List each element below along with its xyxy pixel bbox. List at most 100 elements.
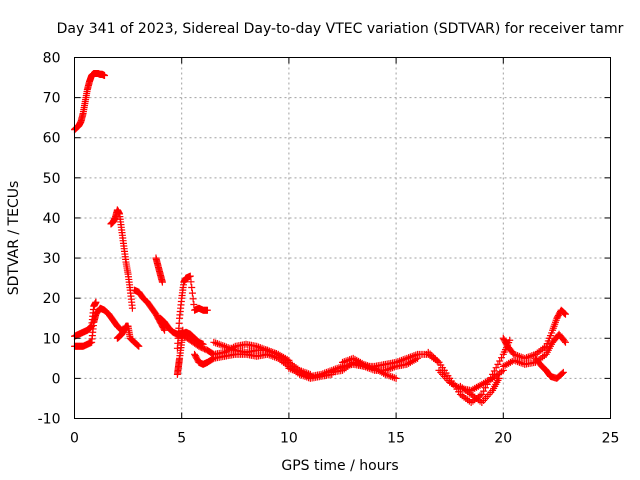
y-tick-label: 0	[52, 371, 61, 387]
data-point-interp	[183, 334, 191, 342]
data-point-interp	[480, 387, 488, 395]
data-point-interp	[201, 345, 209, 353]
x-tick-label: 0	[70, 431, 79, 447]
data-point-interp	[560, 309, 568, 317]
data-point-interp	[83, 88, 91, 96]
data-point-interp	[186, 272, 194, 280]
x-tick-label: 5	[177, 431, 186, 447]
data-point-interp	[390, 374, 398, 382]
data-point-interp	[444, 376, 452, 384]
data-point-interp	[187, 278, 195, 286]
data-point-interp	[175, 319, 183, 327]
data-point-interp	[496, 357, 504, 365]
data-point-interp	[548, 329, 556, 337]
y-tick-label: 40	[43, 211, 61, 227]
data-point-interp	[502, 340, 510, 348]
data-point-interp	[559, 308, 567, 316]
data-point-interp	[476, 397, 484, 405]
data-point-interp	[557, 370, 565, 378]
y-tick-label: 60	[43, 131, 61, 147]
data-point-interp	[560, 337, 568, 345]
data-point-interp	[133, 341, 141, 349]
y-tick-label: -10	[38, 412, 61, 428]
data-point-interp	[87, 339, 95, 347]
data-point-interp	[561, 310, 569, 318]
data-point-interp	[133, 340, 141, 348]
y-axis-label: SDTVAR / TECUs	[6, 181, 22, 296]
x-tick-label: 10	[280, 431, 298, 447]
data-point-interp	[358, 359, 366, 367]
y-tick-label: 70	[43, 91, 61, 107]
data-point-interp	[208, 349, 216, 357]
data-point-interp	[492, 364, 500, 372]
data-point-interp	[540, 344, 548, 352]
data-point-interp	[128, 301, 136, 309]
data-point-interp	[117, 223, 125, 231]
y-tick-label: 80	[43, 51, 61, 67]
data-point-interp	[315, 371, 323, 379]
data-point-interp	[380, 369, 388, 377]
data-point-interp	[158, 277, 166, 285]
data-point-interp	[494, 376, 502, 384]
y-tick-label: 50	[43, 171, 61, 187]
data-point-interp	[262, 346, 270, 354]
x-tick-labels: 0 5 10 15 20 25	[70, 431, 619, 447]
data-point-interp	[487, 388, 495, 396]
data-point-interp	[188, 289, 196, 297]
data-point-interp	[192, 340, 200, 348]
data-point-interp	[208, 356, 216, 364]
data-point-interp	[100, 71, 108, 79]
data-point-interp	[219, 342, 227, 350]
data-point-interp	[487, 375, 495, 383]
data-point-interp	[476, 381, 484, 389]
data-point-interp	[134, 342, 142, 350]
y-tick-label: 10	[43, 331, 61, 347]
data-point-interp	[119, 239, 127, 247]
grid	[74, 57, 611, 419]
data-point-interp	[188, 283, 196, 291]
data-point-interp	[230, 346, 238, 354]
ticks	[74, 57, 611, 419]
y-tick-label: 30	[43, 251, 61, 267]
data-point-interp	[219, 353, 227, 361]
data-point-interp	[89, 306, 97, 314]
data-point-interp	[115, 209, 123, 217]
data-point-interp	[412, 355, 420, 363]
chart-title: Day 341 of 2023, Sidereal Day-to-day VTE…	[57, 21, 624, 37]
y-tick-label: 20	[43, 291, 61, 307]
data-point-interp	[294, 368, 302, 376]
x-axis-label: GPS time / hours	[281, 458, 398, 474]
data-point-interp	[369, 364, 377, 372]
data-point-interp	[203, 306, 211, 314]
data-point-interp	[177, 298, 185, 306]
data-point-interp	[81, 100, 89, 108]
data-point-interp	[558, 369, 566, 377]
plot-frame	[74, 57, 611, 419]
data-point-interp	[126, 283, 134, 291]
data-point-interp	[179, 281, 187, 289]
data-point-interp	[465, 389, 473, 397]
data-point-interp	[498, 368, 506, 376]
data-point-interp	[189, 295, 197, 303]
data-point-interp	[190, 301, 198, 309]
data-point-interp	[401, 361, 409, 369]
data-point-interp	[283, 355, 291, 363]
x-tick-label: 25	[602, 431, 620, 447]
data-point-interp	[124, 268, 132, 276]
x-tick-label: 20	[494, 431, 512, 447]
data-point-interp	[79, 111, 87, 119]
data-point-interp	[508, 348, 516, 356]
data-point-interp	[498, 354, 506, 362]
data-point-interp	[87, 323, 95, 331]
y-tick-labels: -10 0 10 20 30 40 50 60 70 80	[38, 51, 61, 428]
data-point-interp	[390, 363, 398, 371]
data-point-interp	[552, 316, 560, 324]
data-point-interp	[272, 350, 280, 358]
data-points	[71, 70, 569, 406]
data-point-interp	[559, 336, 567, 344]
x-tick-label: 15	[387, 431, 405, 447]
data-point-interp	[433, 357, 441, 365]
data-point-interp	[337, 367, 345, 375]
data-point-interp	[92, 299, 100, 307]
